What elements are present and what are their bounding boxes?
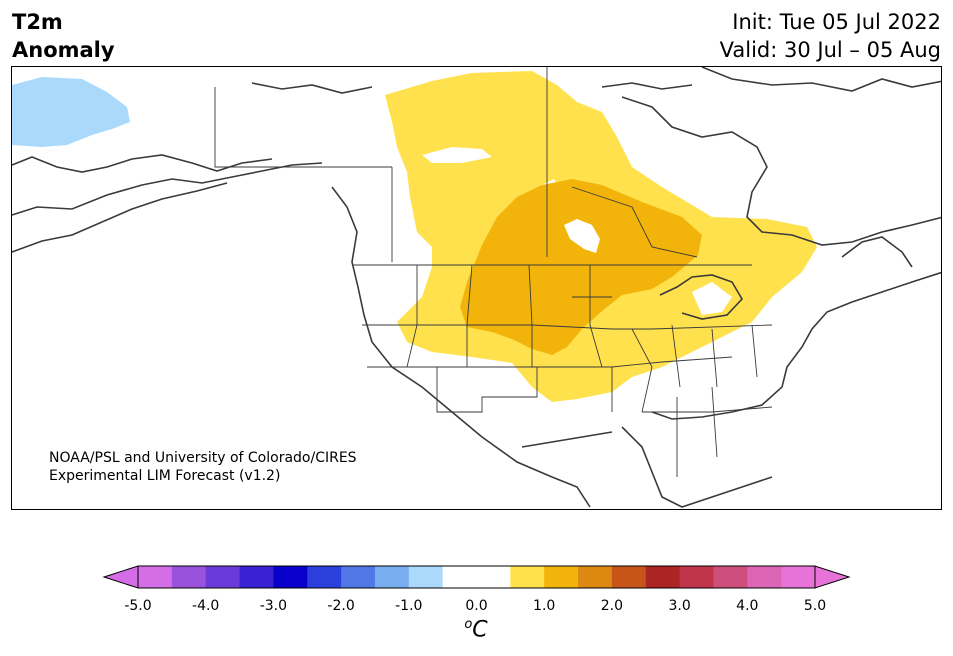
colorbar-segment [171, 566, 207, 588]
init-date: Init: Tue 05 Jul 2022 [732, 10, 941, 34]
title-line-2: Anomaly [12, 38, 115, 62]
unit-degree: o [464, 617, 473, 632]
colorbar-segment [476, 566, 511, 588]
map-svg [12, 67, 941, 508]
colorbar-segment [747, 566, 782, 588]
map-title: T2m Anomaly [12, 8, 115, 64]
colorbar-segment [205, 566, 241, 588]
colorbar-tick-label: -3.0 [259, 598, 288, 614]
colorbar-segment [273, 566, 308, 588]
colorbar-segment [645, 566, 681, 588]
colorbar-segment [679, 566, 714, 588]
colorbar-tick-label: -2.0 [327, 598, 355, 614]
colorbar-tick-label: 3.0 [668, 598, 691, 614]
map-panel [11, 66, 942, 510]
credit-text: NOAA/PSL and University of Colorado/CIRE… [49, 449, 357, 485]
title-line-1: T2m [12, 10, 63, 34]
unit-letter: C [472, 617, 488, 643]
colorbar-segment [510, 566, 545, 588]
valid-date: Valid: 30 Jul – 05 Aug [719, 38, 941, 62]
colorbar-segment [341, 566, 376, 588]
colorbar-unit: oC [464, 617, 487, 642]
colorbar-segment [713, 566, 748, 588]
colorbar-frame [137, 565, 816, 589]
colorbar-segment [307, 566, 342, 588]
colorbar-over-arrow [814, 565, 851, 589]
colorbar-segment [781, 566, 816, 588]
colorbar-segment [611, 566, 647, 588]
forecast-dates: Init: Tue 05 Jul 2022 Valid: 30 Jul – 05… [720, 8, 941, 64]
state-borders [214, 67, 773, 477]
coastlines [12, 67, 941, 508]
colorbar-tick-label: 4.0 [736, 598, 759, 614]
colorbar-tick-label: 1.0 [533, 598, 556, 614]
colorbar-tick-label: -5.0 [124, 598, 152, 614]
colorbar-segment [578, 566, 613, 588]
colorbar-tick-label: 5.0 [803, 598, 827, 614]
warm-anomaly-region-2 [460, 179, 702, 355]
colorbar-tick-label: 0.0 [465, 598, 488, 614]
colorbar-segment [239, 566, 274, 588]
colorbar-segment [138, 566, 173, 588]
credit-line-1: NOAA/PSL and University of Colorado/CIRE… [49, 450, 357, 466]
credit-line-2: Experimental LIM Forecast (v1.2) [49, 468, 281, 484]
colorbar-tick-label: -4.0 [192, 598, 220, 614]
colorbar-tick-label: 2.0 [600, 598, 624, 614]
colorbar-segment [408, 566, 444, 588]
colorbar-segment [374, 566, 410, 588]
cold-anomaly-region [12, 77, 130, 147]
colorbar-segment [442, 566, 477, 588]
colorbar [102, 565, 851, 589]
colorbar-segment [544, 566, 579, 588]
colorbar-under-arrow [102, 565, 139, 589]
colorbar-tick-label: -1.0 [395, 598, 423, 614]
